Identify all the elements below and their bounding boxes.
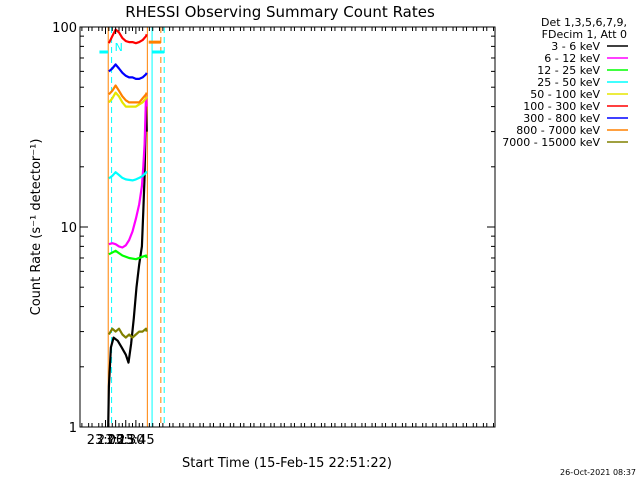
x-axis-label: Start Time (15-Feb-15 22:51:22) <box>182 456 392 471</box>
series-line-1 <box>108 95 148 249</box>
series-line-4 <box>108 91 148 108</box>
series-line-6 <box>108 63 148 81</box>
legend-label-2: 12 - 25 keV <box>537 64 600 77</box>
x-tick-label-3: 23:45 <box>117 433 154 448</box>
legend-label-4: 50 - 100 keV <box>530 88 600 101</box>
y-tick-label-2: 100 <box>52 21 77 36</box>
series-line-0 <box>107 105 148 428</box>
marker-label-0: N <box>115 41 123 54</box>
legend-label-7: 800 - 7000 keV <box>516 124 600 137</box>
y-tick-label-0: 1 <box>69 421 77 436</box>
legend-label-0: 3 - 6 keV <box>551 40 600 53</box>
legend-label-1: 6 - 12 keV <box>544 52 600 65</box>
legend-label-6: 300 - 800 keV <box>523 112 600 125</box>
axes: 23:0023:1523:3023:4500:0000:1500:3011010… <box>52 21 495 448</box>
y-axis-label: Count Rate (s⁻¹ detector⁻¹) <box>29 139 44 316</box>
x-tick-label-1: 23:15 <box>97 433 134 448</box>
series-line-2 <box>108 249 148 261</box>
legend-header-1: FDecim 1, Att 0 <box>542 28 627 41</box>
legend-label-5: 100 - 300 keV <box>523 100 600 113</box>
legend-header-0: Det 1,3,5,6,7,9, <box>541 16 627 29</box>
footer-timestamp: 26-Oct-2021 08:37 <box>560 468 636 477</box>
series-line-7 <box>108 84 148 104</box>
x-tick-label-2: 23:30 <box>107 433 144 448</box>
series-line-8 <box>107 327 148 339</box>
x-tick-label-0: 23:00 <box>87 433 124 448</box>
y-tick-label-1: 10 <box>60 221 77 236</box>
plot-area: N <box>99 27 165 428</box>
legend-label-8: 7000 - 15000 keV <box>502 136 600 149</box>
legend: Det 1,3,5,6,7,9,FDecim 1, Att 03 - 6 keV… <box>502 16 628 149</box>
series-line-3 <box>108 170 148 182</box>
chart-title: RHESSI Observing Summary Count Rates <box>125 3 435 21</box>
legend-label-3: 25 - 50 keV <box>537 76 600 89</box>
